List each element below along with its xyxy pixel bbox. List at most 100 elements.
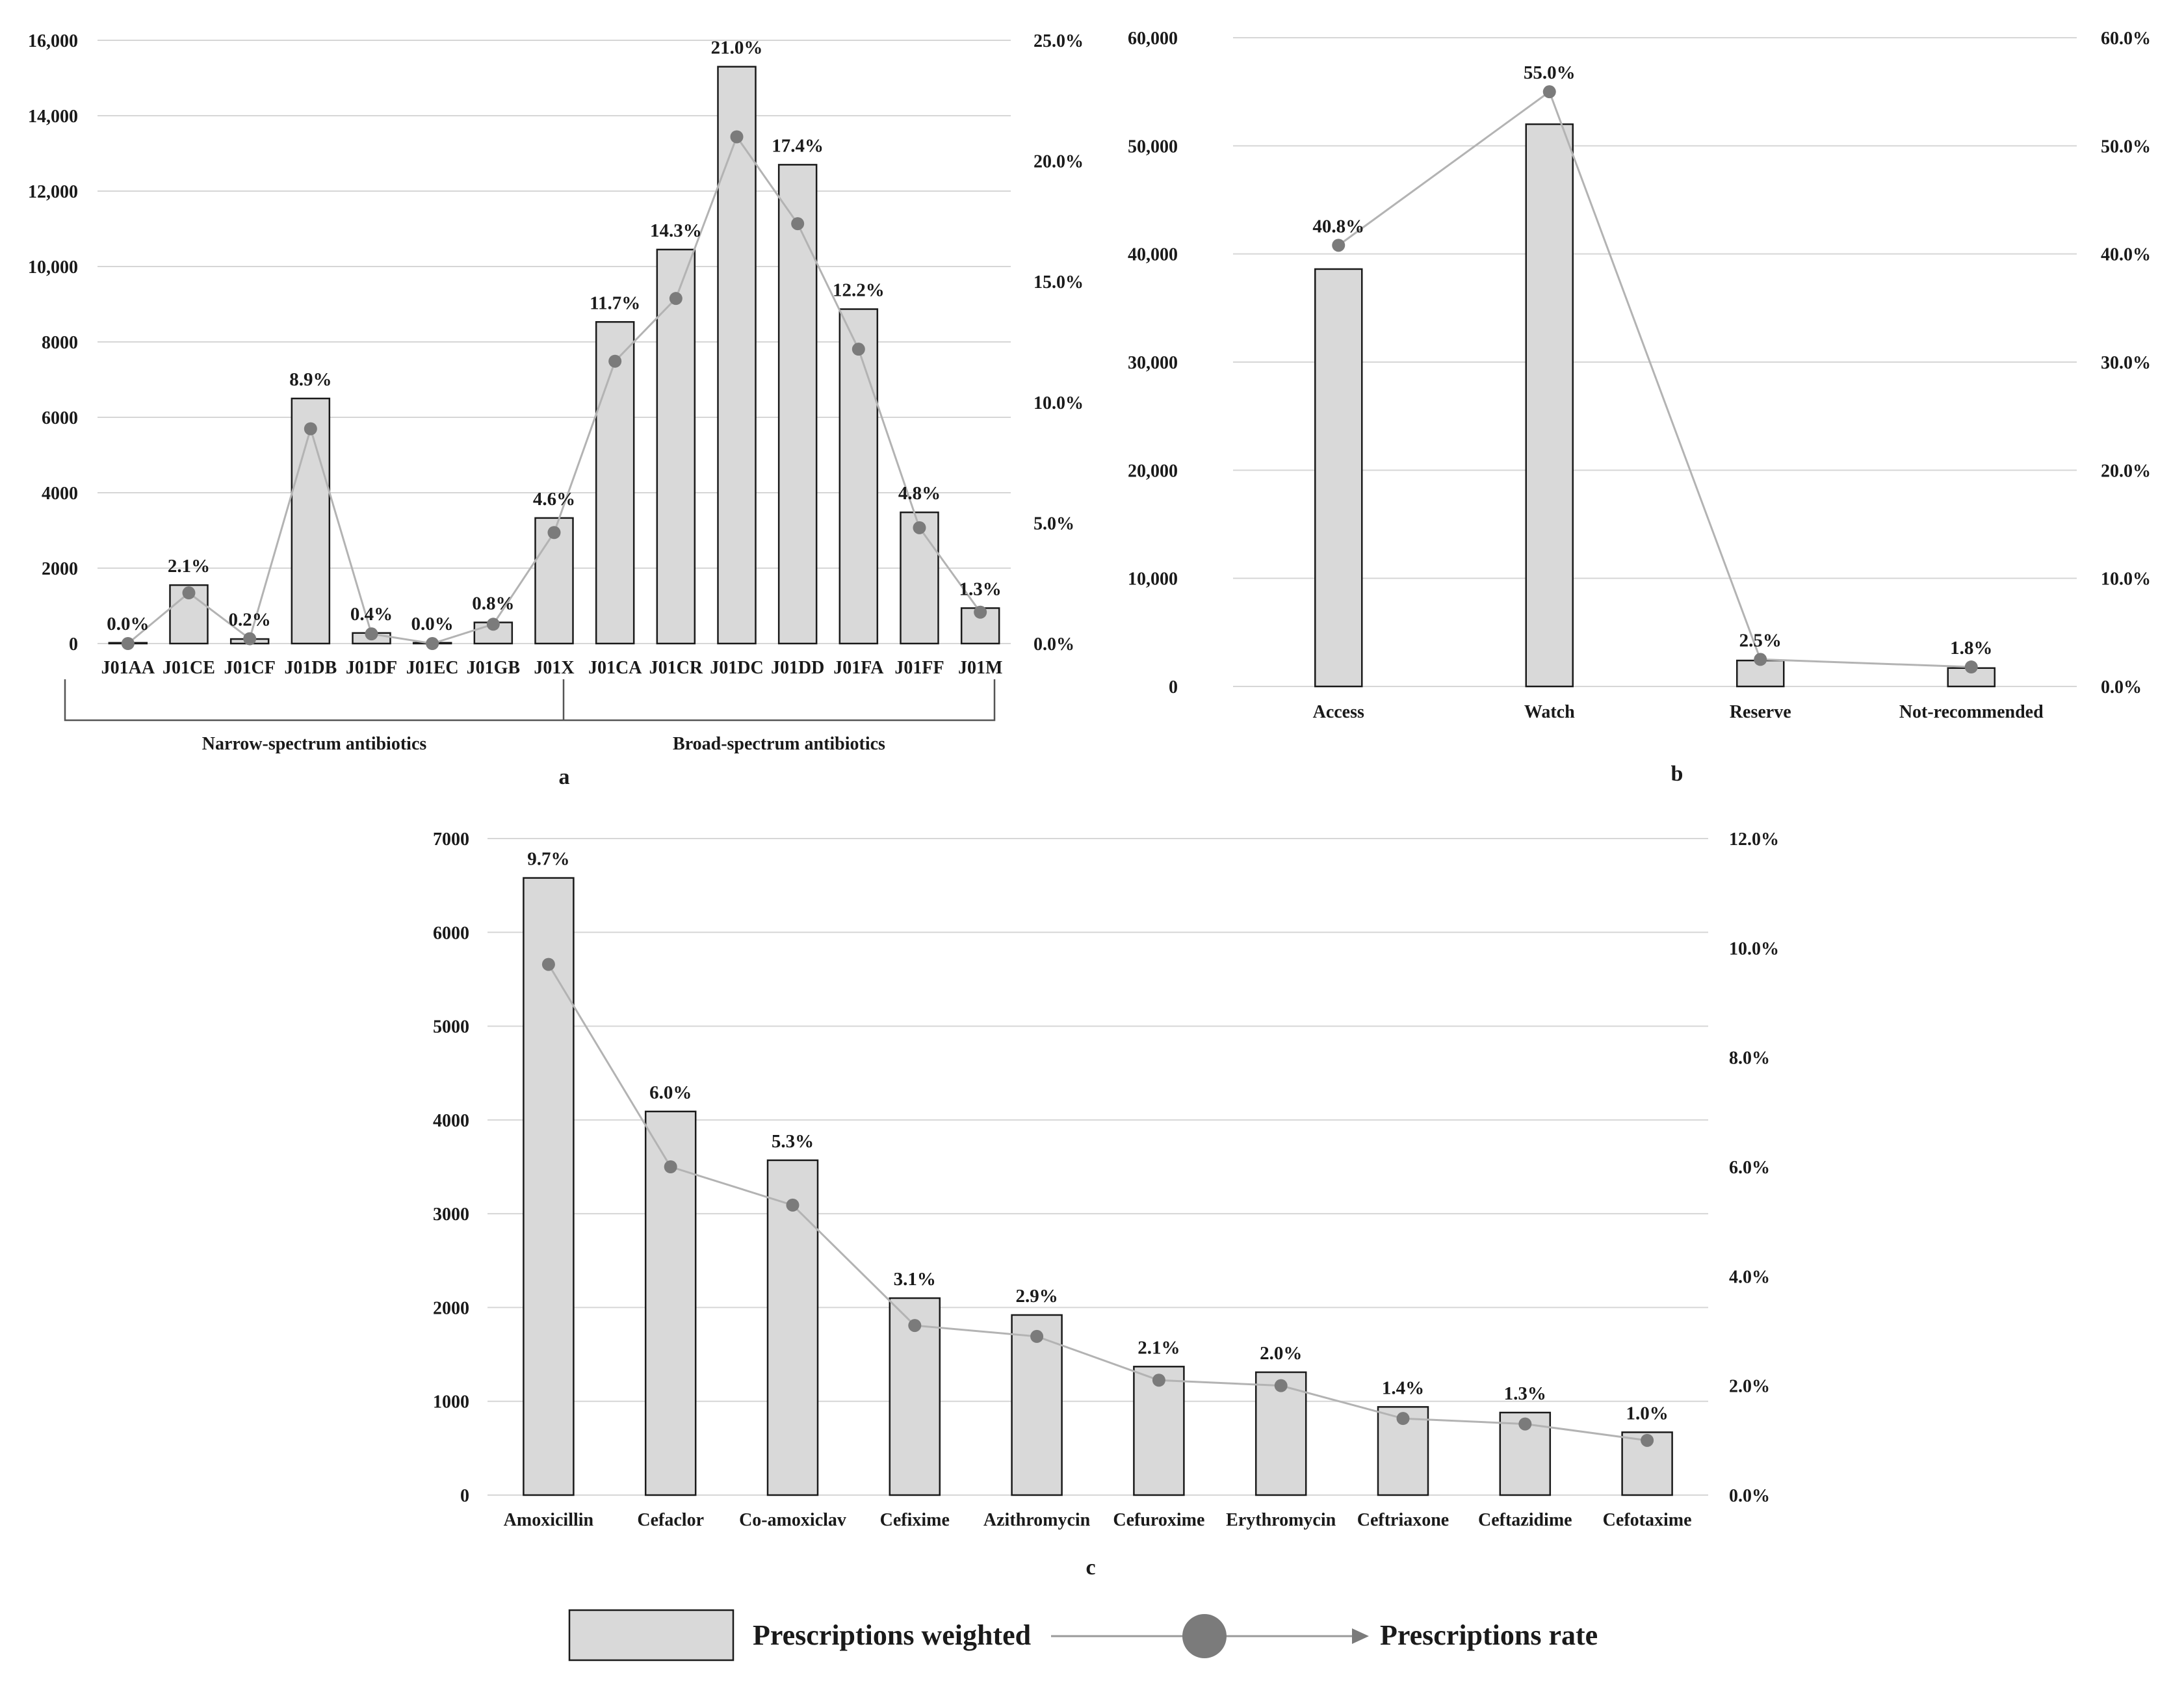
y2-tick-label: 10.0% bbox=[1729, 939, 1779, 959]
rate-data-label: 2.1% bbox=[168, 556, 210, 577]
rate-point-J01FF bbox=[913, 521, 926, 534]
y-tick-label: 6000 bbox=[433, 923, 469, 943]
rate-data-label: 1.3% bbox=[959, 579, 1002, 599]
panel-a-chart: 0 2000 4000 6000 8000 10,000 12,000 14,000 16,00… bbox=[28, 31, 1084, 789]
rate-point-J01X bbox=[547, 526, 561, 540]
rate-point-J01M bbox=[974, 605, 987, 619]
rate-series-line bbox=[1338, 90, 1971, 668]
rate-point-Amoxicillin bbox=[541, 958, 555, 971]
bar-Cefaclor bbox=[644, 1110, 697, 1496]
rate-data-label: 9.7% bbox=[527, 849, 569, 870]
bar-J01DC bbox=[717, 66, 757, 645]
rate-data-label: 11.7% bbox=[590, 293, 640, 313]
rate-data-label: 0.0% bbox=[411, 614, 454, 634]
rate-data-label: 5.3% bbox=[772, 1131, 814, 1152]
y2-tick-label: 6.0% bbox=[1729, 1158, 1770, 1178]
x-tick-label: Azithromycin bbox=[983, 1510, 1091, 1530]
y-tick-label: 10,000 bbox=[28, 257, 78, 278]
y-tick-label: 3000 bbox=[433, 1205, 469, 1225]
y2-tick-label: 25.0% bbox=[1034, 31, 1084, 51]
y-tick-label: 4000 bbox=[433, 1111, 469, 1131]
panel-letter: b bbox=[1671, 762, 1684, 786]
y-tick-label: 30,000 bbox=[1128, 353, 1178, 373]
x-tick-label: J01AA bbox=[101, 658, 155, 678]
rate-point-J01CE bbox=[182, 586, 196, 600]
rate-data-label: 8.9% bbox=[289, 369, 332, 390]
x-tick-label: Access bbox=[1313, 702, 1364, 722]
rate-data-label: 40.8% bbox=[1312, 216, 1364, 237]
rate-point-Cefotaxime bbox=[1641, 1433, 1654, 1447]
rate-point-Ceftriaxone bbox=[1396, 1412, 1410, 1426]
y2-tick-label: 0.0% bbox=[1034, 634, 1074, 655]
rate-point-J01CR bbox=[669, 292, 682, 306]
rate-data-label: 14.3% bbox=[650, 220, 702, 241]
x-tick-label: Erythromycin bbox=[1226, 1510, 1336, 1530]
rate-point-J01DF bbox=[365, 627, 378, 641]
legend-bar-swatch bbox=[568, 1609, 734, 1661]
rate-data-label: 2.1% bbox=[1138, 1337, 1180, 1358]
y-tick-label: 60,000 bbox=[1128, 29, 1178, 49]
y2-tick-label: 4.0% bbox=[1729, 1267, 1770, 1287]
group-label-narrow: Narrow-spectrum antibiotics bbox=[202, 734, 427, 754]
bar-J01CA bbox=[595, 321, 635, 645]
y-tick-label: 4000 bbox=[42, 484, 78, 504]
rate-data-label: 12.2% bbox=[833, 280, 885, 301]
legend-arrow-icon bbox=[1352, 1628, 1369, 1644]
bar-Access bbox=[1314, 268, 1363, 688]
y2-tick-label: 10.0% bbox=[1034, 393, 1084, 413]
bar-J01DB bbox=[291, 397, 331, 645]
legend-bar-label: Prescriptions weighted bbox=[753, 1619, 1031, 1651]
y-tick-label: 50,000 bbox=[1128, 137, 1178, 157]
y2-tick-label: 2.0% bbox=[1729, 1377, 1770, 1397]
x-tick-label: J01FA bbox=[833, 658, 884, 678]
rate-point-J01CF bbox=[243, 632, 257, 645]
bar-Watch bbox=[1525, 123, 1574, 688]
rate-data-label: 2.5% bbox=[1739, 630, 1782, 651]
rate-data-label: 1.0% bbox=[1626, 1403, 1668, 1424]
x-tick-label: J01EC bbox=[406, 658, 459, 678]
bar-Erythromycin bbox=[1254, 1371, 1307, 1496]
y-tick-label: 40,000 bbox=[1128, 245, 1178, 265]
x-tick-label: Co-amoxiclav bbox=[739, 1510, 846, 1530]
x-tick-label: Reserve bbox=[1730, 702, 1791, 722]
rate-point-Not-recommended bbox=[1964, 660, 1978, 674]
bar-Azithromycin bbox=[1011, 1314, 1063, 1496]
x-tick-label: J01CR bbox=[649, 658, 703, 678]
y-tick-label: 0 bbox=[460, 1486, 469, 1506]
y2-tick-label: 0.0% bbox=[1729, 1486, 1770, 1506]
y-tick-label: 14,000 bbox=[28, 107, 78, 127]
y2-tick-label: 5.0% bbox=[1034, 514, 1074, 534]
y2-tick-label: 40.0% bbox=[2101, 245, 2151, 265]
rate-data-label: 4.6% bbox=[533, 489, 575, 510]
x-tick-label: J01M bbox=[958, 658, 1002, 678]
panel-letter: c bbox=[1086, 1556, 1095, 1580]
rate-point-J01EC bbox=[426, 637, 439, 650]
y2-tick-label: 12.0% bbox=[1729, 829, 1779, 850]
y-tick-label: 16,000 bbox=[28, 31, 78, 51]
rate-data-label: 3.1% bbox=[894, 1269, 936, 1290]
x-tick-label: Not-recommended bbox=[1899, 702, 2044, 722]
x-tick-label: Ceftazidime bbox=[1478, 1510, 1572, 1530]
y-tick-label: 5000 bbox=[433, 1017, 469, 1037]
y2-tick-label: 8.0% bbox=[1729, 1049, 1770, 1069]
panel-c-chart: 0 1000 2000 3000 4000 5000 6000 7000 0.0% 2.0% 4.0… bbox=[433, 829, 1779, 1580]
rate-data-label: 21.0% bbox=[711, 38, 763, 59]
rate-point-Co-amoxiclav bbox=[786, 1198, 800, 1212]
bar-Amoxicillin bbox=[523, 877, 575, 1496]
x-tick-label: J01DF bbox=[346, 658, 397, 678]
y2-tick-label: 20.0% bbox=[2101, 461, 2151, 481]
bar-J01FA bbox=[838, 308, 879, 645]
legend: Prescriptions weighted Prescriptions rat… bbox=[568, 1609, 1598, 1661]
x-tick-label: J01DC bbox=[710, 658, 763, 678]
legend-dot bbox=[1182, 1614, 1227, 1658]
y2-tick-label: 20.0% bbox=[1034, 152, 1084, 172]
x-tick-label: J01DB bbox=[284, 658, 337, 678]
y2-tick-label: 0.0% bbox=[2101, 677, 2142, 697]
panel-b-chart: 0 10,000 20,000 30,000 40,000 50,000 60,000 0.0… bbox=[1128, 29, 2151, 786]
x-tick-label: J01GB bbox=[467, 658, 520, 678]
rate-data-label: 0.0% bbox=[107, 614, 149, 634]
x-tick-label: J01CF bbox=[224, 658, 276, 678]
y2-tick-label: 50.0% bbox=[2101, 137, 2151, 157]
x-tick-label: Cefotaxime bbox=[1603, 1510, 1692, 1530]
